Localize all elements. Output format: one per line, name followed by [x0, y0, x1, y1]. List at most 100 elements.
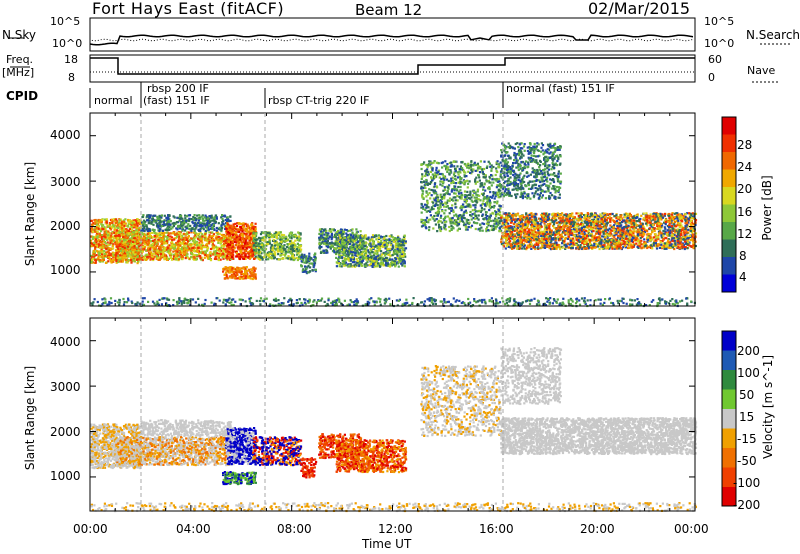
power-cell: [327, 232, 330, 235]
power-cell: [338, 265, 341, 268]
power-cell: [402, 239, 405, 242]
power-cell: [181, 257, 184, 261]
power-cell: [103, 246, 106, 249]
power-cell: [127, 229, 130, 232]
power-cell: [129, 249, 132, 252]
power-cell: [180, 223, 183, 226]
power-cell: [147, 256, 150, 259]
power-cell: [176, 235, 179, 238]
power-cell: [153, 231, 157, 235]
power-cell: [97, 238, 100, 242]
power-cell: [181, 239, 184, 242]
power-cell: [194, 241, 197, 244]
power-cell: [96, 250, 99, 253]
power-cell: [115, 258, 118, 262]
power-cell: [124, 218, 127, 221]
power-cell: [143, 222, 146, 225]
power-cell: [402, 255, 405, 258]
power-cell: [400, 255, 403, 258]
power-cell: [342, 245, 345, 249]
power-cell: [394, 260, 397, 263]
power-cell: [100, 220, 103, 223]
power-cell: [356, 250, 359, 253]
power-cell: [369, 243, 372, 246]
power-cell: [469, 171, 472, 174]
power-cell: [251, 225, 254, 228]
power-cell: [264, 248, 268, 251]
power-cell: [117, 226, 120, 229]
power-cell: [402, 248, 405, 251]
power-cell: [458, 195, 461, 198]
power-cell: [169, 247, 172, 250]
power-cell: [283, 244, 286, 247]
power-cell: [288, 236, 291, 239]
power-cell: [172, 223, 175, 226]
power-cell: [134, 258, 137, 261]
power-cell: [234, 231, 237, 234]
power-cell: [386, 244, 389, 247]
power-cell: [196, 214, 199, 217]
power-cell: [265, 234, 268, 237]
power-cell: [352, 259, 356, 262]
power-cell: [346, 229, 350, 233]
power-cell: [165, 258, 169, 261]
power-cell: [398, 250, 401, 254]
power-cell: [493, 204, 496, 208]
power-cell: [189, 243, 192, 246]
power-cell: [263, 244, 266, 247]
power-cell: [227, 234, 230, 237]
power-cell: [167, 220, 170, 223]
power-cell: [177, 216, 180, 220]
power-cell: [157, 258, 160, 261]
power-cell: [227, 240, 230, 243]
power-cell: [469, 192, 472, 195]
power-cell: [174, 222, 177, 225]
power-cell: [105, 235, 108, 238]
power-cell: [173, 243, 177, 246]
power-cell: [289, 246, 292, 249]
power-cell: [98, 236, 101, 239]
power-cell: [358, 240, 362, 243]
power-cell: [257, 257, 260, 260]
power-cell: [377, 248, 381, 251]
power-cell: [299, 237, 302, 240]
power-cell: [388, 258, 391, 261]
power-cell: [495, 161, 498, 164]
power-cell: [105, 221, 108, 224]
power-cell: [459, 182, 462, 185]
power-cell: [105, 255, 108, 258]
power-cell: [403, 252, 406, 256]
power-cell: [99, 240, 102, 244]
power-cell: [387, 252, 390, 255]
power-cell: [91, 228, 94, 231]
power-cell: [376, 246, 379, 249]
power-cell: [235, 255, 238, 258]
power-cell: [199, 227, 202, 230]
power-cell: [361, 264, 364, 267]
power-cell: [90, 227, 94, 230]
power-cell: [368, 258, 371, 261]
power-cell: [116, 231, 119, 234]
power-cell: [185, 238, 188, 241]
power-cell: [137, 219, 140, 222]
power-cell: [139, 244, 142, 247]
power-cell: [159, 219, 162, 222]
power-cell: [140, 229, 143, 232]
power-cell: [238, 277, 242, 280]
power-cell: [422, 197, 425, 200]
power-cell: [331, 250, 335, 253]
power-cell: [208, 235, 211, 239]
power-cell: [351, 256, 354, 259]
power-cell: [138, 231, 141, 234]
power-cell: [118, 222, 121, 226]
power-cell: [167, 214, 170, 217]
power-cell: [114, 224, 117, 227]
power-cell: [147, 227, 150, 231]
power-cell: [135, 231, 138, 234]
power-cell: [185, 247, 188, 250]
power-cell: [380, 244, 383, 248]
power-cell: [437, 169, 441, 172]
power-cell: [441, 203, 445, 207]
power-cell: [240, 227, 243, 230]
power-cell: [421, 173, 424, 176]
